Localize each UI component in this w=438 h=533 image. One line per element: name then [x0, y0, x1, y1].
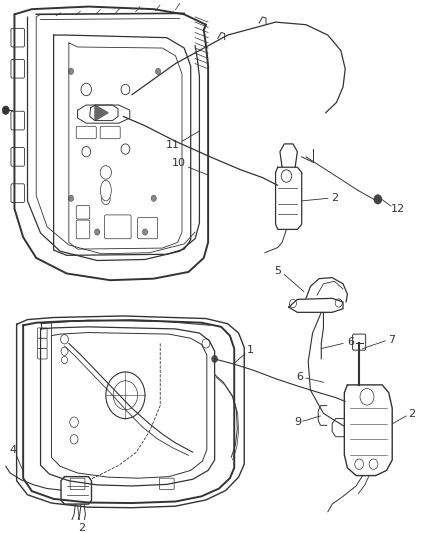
Text: 9: 9	[294, 417, 301, 427]
Ellipse shape	[100, 180, 111, 201]
Circle shape	[68, 195, 74, 201]
FancyBboxPatch shape	[138, 217, 158, 239]
Text: 10: 10	[172, 158, 186, 168]
Text: 5: 5	[274, 266, 281, 276]
Polygon shape	[95, 105, 108, 120]
FancyBboxPatch shape	[38, 338, 47, 349]
FancyBboxPatch shape	[11, 60, 25, 78]
Circle shape	[374, 195, 382, 204]
FancyBboxPatch shape	[11, 28, 25, 47]
Text: 1: 1	[247, 345, 254, 355]
Circle shape	[151, 195, 156, 201]
Circle shape	[155, 68, 161, 75]
FancyBboxPatch shape	[70, 478, 85, 490]
Circle shape	[212, 356, 218, 362]
FancyBboxPatch shape	[38, 349, 47, 359]
FancyBboxPatch shape	[105, 215, 131, 239]
Text: 11: 11	[166, 141, 180, 150]
Circle shape	[2, 106, 9, 115]
Text: 6: 6	[296, 372, 303, 382]
FancyBboxPatch shape	[76, 220, 90, 239]
FancyBboxPatch shape	[76, 206, 90, 219]
FancyBboxPatch shape	[100, 126, 120, 139]
Text: 6: 6	[347, 337, 354, 347]
FancyBboxPatch shape	[11, 111, 25, 130]
FancyBboxPatch shape	[159, 478, 174, 490]
Text: 7: 7	[388, 335, 396, 345]
Text: 2: 2	[331, 193, 338, 203]
FancyBboxPatch shape	[353, 334, 366, 350]
Text: 4: 4	[10, 445, 17, 455]
Text: 2: 2	[78, 523, 85, 533]
Text: 2: 2	[408, 409, 415, 419]
FancyBboxPatch shape	[38, 328, 47, 338]
Circle shape	[95, 229, 100, 235]
Circle shape	[142, 229, 148, 235]
FancyBboxPatch shape	[76, 126, 96, 139]
FancyBboxPatch shape	[11, 148, 25, 166]
FancyBboxPatch shape	[11, 184, 25, 203]
Circle shape	[68, 68, 74, 75]
Text: 12: 12	[391, 204, 406, 214]
